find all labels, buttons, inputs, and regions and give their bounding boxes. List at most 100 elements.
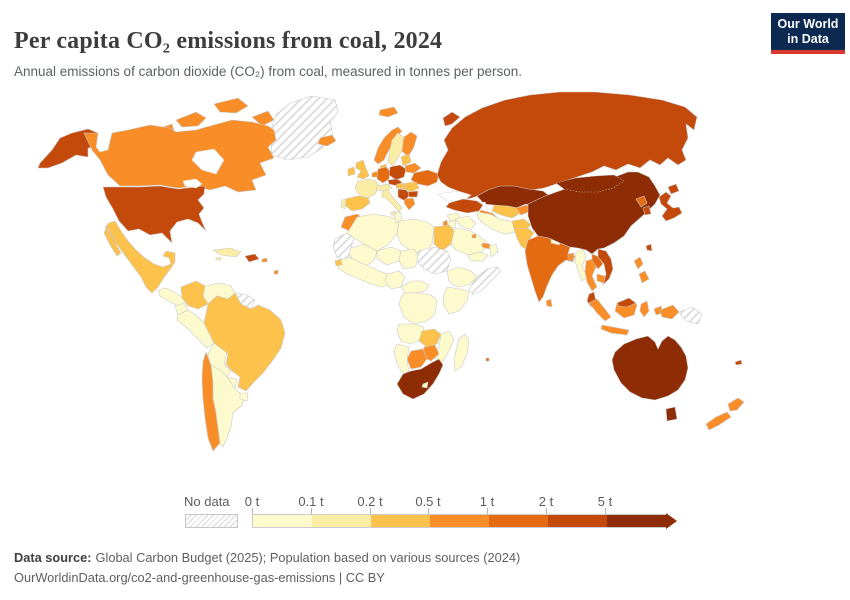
country-belarus[interactable] [404, 162, 422, 174]
great-lakes [182, 178, 203, 189]
country-philippines[interactable] [633, 256, 650, 284]
country-iceland[interactable] [317, 134, 337, 147]
country-tasmania[interactable] [665, 406, 678, 422]
country-sweden[interactable] [387, 132, 405, 167]
country-taiwan[interactable] [645, 243, 653, 252]
country-south-korea[interactable] [642, 205, 652, 216]
country-vietnam[interactable] [597, 248, 614, 286]
country-egypt[interactable] [433, 224, 455, 252]
country-austria-switzerland[interactable] [375, 183, 393, 192]
country-ireland[interactable] [347, 166, 356, 177]
country-japan[interactable] [658, 183, 683, 222]
country-indonesia-sumatra[interactable] [588, 298, 612, 322]
country-bulgaria[interactable] [407, 190, 419, 198]
country-malaysia-borneo[interactable] [616, 297, 637, 308]
country-poland[interactable] [388, 164, 407, 181]
footer-source-line: Data source: Global Carbon Budget (2025);… [14, 548, 520, 568]
legend-swatch-5[interactable] [548, 515, 607, 527]
footer-source-label: Data source: [14, 550, 92, 565]
country-west-papua[interactable] [659, 304, 680, 320]
page-subtitle: Annual emissions of carbon dioxide (CO₂)… [14, 63, 522, 79]
country-dominican-republic[interactable] [244, 253, 260, 263]
country-jamaica[interactable] [215, 256, 222, 261]
country-lesotho[interactable] [421, 381, 429, 389]
country-canada-arctic-3[interactable] [251, 110, 275, 127]
country-botswana[interactable] [406, 348, 428, 370]
country-greenland[interactable] [269, 95, 339, 161]
country-uruguay[interactable] [239, 392, 249, 402]
country-turkey[interactable] [445, 198, 484, 214]
country-portugal[interactable] [340, 198, 347, 210]
country-united-states[interactable] [102, 185, 207, 244]
country-cuba[interactable] [212, 247, 242, 258]
country-baltics[interactable] [400, 153, 412, 167]
country-australia[interactable] [611, 335, 689, 401]
country-south-africa[interactable] [396, 358, 444, 400]
country-madagascar[interactable] [453, 333, 470, 372]
country-ukraine[interactable] [410, 169, 440, 187]
country-myanmar[interactable] [574, 248, 588, 282]
country-svalbard[interactable] [378, 106, 399, 118]
country-spain[interactable] [344, 195, 371, 212]
country-canada[interactable] [83, 119, 277, 193]
country-new-zealand[interactable] [705, 397, 745, 431]
country-finland[interactable] [401, 131, 418, 158]
country-yemen[interactable] [467, 251, 489, 262]
country-uae-qatar[interactable] [481, 242, 491, 250]
country-drc[interactable] [398, 292, 438, 325]
country-sri-lanka[interactable] [545, 298, 553, 308]
country-niger[interactable] [376, 246, 402, 266]
country-ethiopia[interactable] [446, 266, 478, 288]
country-trinidad[interactable] [273, 269, 279, 275]
country-argentina[interactable] [210, 364, 247, 448]
legend-swatch-4[interactable] [489, 515, 548, 527]
country-papua-new-guinea[interactable] [678, 306, 703, 325]
country-north-korea[interactable] [635, 195, 648, 208]
country-algeria[interactable] [346, 213, 400, 252]
country-greece[interactable] [403, 197, 416, 211]
country-germany[interactable] [376, 166, 391, 184]
country-oman[interactable] [489, 243, 499, 258]
country-namibia[interactable] [393, 343, 410, 375]
country-canada-arctic-2[interactable] [213, 97, 249, 114]
country-uzbekistan[interactable] [491, 204, 522, 219]
country-saudi-arabia[interactable] [445, 227, 490, 256]
country-serbia-balkans[interactable] [397, 188, 411, 202]
owid-logo-line2: in Data [787, 32, 829, 46]
legend-no-data-swatch[interactable] [185, 514, 238, 528]
country-somalia[interactable] [468, 266, 502, 296]
country-novaya-zemlya[interactable] [442, 111, 461, 127]
country-mongolia[interactable] [555, 174, 625, 193]
country-chad[interactable] [398, 248, 420, 270]
legend-swatch-2[interactable] [371, 515, 430, 527]
country-east-africa[interactable] [442, 286, 470, 315]
country-united-kingdom[interactable] [355, 159, 370, 180]
country-canada-arctic-1[interactable] [175, 111, 207, 128]
country-angola[interactable] [396, 323, 425, 345]
country-new-caledonia[interactable] [734, 359, 743, 366]
country-tunisia[interactable] [393, 211, 403, 224]
country-mauritius[interactable] [485, 357, 490, 362]
country-france[interactable] [354, 178, 380, 199]
country-zambia[interactable] [418, 328, 442, 348]
country-cambodia[interactable] [596, 273, 606, 284]
country-senegal[interactable] [334, 258, 343, 267]
country-indonesia-java[interactable] [600, 324, 630, 336]
country-cameroon-car[interactable] [400, 280, 430, 294]
legend-swatch-1[interactable] [312, 515, 371, 527]
country-kuwait[interactable] [471, 233, 477, 239]
legend-swatch-3[interactable] [430, 515, 489, 527]
legend-no-data-label: No data [184, 494, 230, 509]
country-iraq[interactable] [454, 215, 477, 231]
country-hungary[interactable] [395, 182, 406, 190]
legend-swatch-0[interactable] [253, 515, 312, 527]
country-indonesia-sulawesi[interactable] [639, 300, 650, 318]
footer-url-line[interactable]: OurWorldinData.org/co2-and-greenhouse-ga… [14, 570, 385, 585]
country-central-america[interactable] [157, 287, 190, 309]
country-mexico[interactable] [103, 220, 176, 294]
country-sudan[interactable] [416, 246, 452, 275]
legend-swatch-6[interactable] [607, 515, 666, 527]
country-puerto-rico[interactable] [261, 257, 268, 263]
country-bangladesh[interactable] [567, 252, 575, 262]
owid-logo[interactable]: Our World in Data [771, 13, 845, 54]
